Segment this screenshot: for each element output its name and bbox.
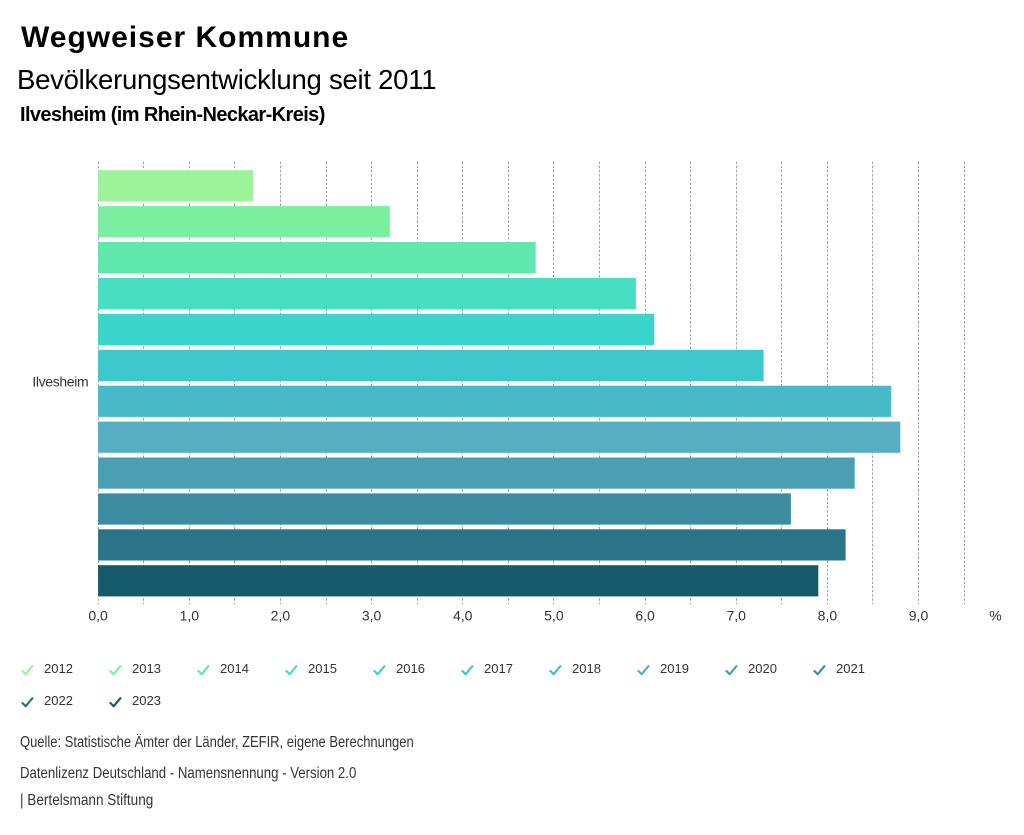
svg-text:9,0: 9,0 <box>909 608 929 624</box>
svg-text:8,0: 8,0 <box>818 608 838 624</box>
svg-text:2,0: 2,0 <box>271 608 291 624</box>
svg-text:6,0: 6,0 <box>635 608 655 624</box>
svg-text:%: % <box>989 608 1001 624</box>
svg-text:Ilvesheim: Ilvesheim <box>32 373 88 389</box>
svg-text:7,0: 7,0 <box>726 608 746 624</box>
svg-text:4,0: 4,0 <box>453 608 473 624</box>
svg-text:1,0: 1,0 <box>180 608 200 624</box>
svg-text:0,0: 0,0 <box>88 608 108 624</box>
svg-text:3,0: 3,0 <box>362 608 382 624</box>
svg-text:5,0: 5,0 <box>544 608 564 624</box>
